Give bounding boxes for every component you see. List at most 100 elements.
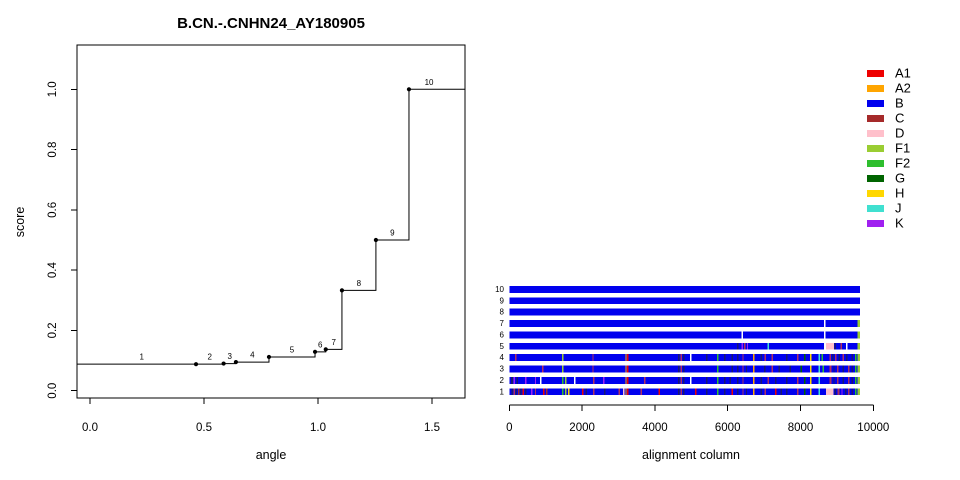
subtype-stripe (834, 388, 837, 396)
legend-item: A2 (867, 81, 911, 96)
subtype-stripe (731, 365, 733, 373)
row-label: 5 (500, 342, 505, 351)
subtype-stripe (818, 376, 821, 384)
data-point-label: 2 (207, 353, 212, 362)
row-bar (509, 376, 860, 384)
x-axis-tick-label: 0 (506, 422, 512, 434)
subtype-stripe (855, 388, 857, 396)
subtype-stripe (643, 376, 646, 384)
y-axis-tick-label: 0.8 (47, 142, 59, 158)
alignment-row: 6 (500, 330, 860, 339)
subtype-stripe (818, 354, 821, 362)
alignment-row: 1 (500, 387, 860, 396)
subtype-stripe (562, 354, 564, 362)
subtype-stripe (835, 354, 837, 362)
subtype-stripe (764, 388, 766, 396)
subtype-stripe (511, 388, 514, 396)
subtype-stripe (851, 365, 853, 373)
subtype-stripe (760, 376, 762, 384)
legend-swatch (867, 160, 884, 167)
subtype-stripe (771, 365, 773, 373)
legend-item: G (867, 171, 905, 186)
subtype-stripe (760, 354, 762, 362)
legend-label: C (895, 111, 904, 126)
legend-label: F1 (895, 141, 910, 156)
subtype-stripe (821, 354, 824, 362)
alignment-row: 9 (500, 296, 860, 305)
subtype-stripe (689, 354, 692, 362)
subtype-stripe (825, 388, 834, 396)
legend-swatch (867, 190, 884, 197)
left-y-axis-title: score (13, 207, 27, 238)
subtype-stripe (680, 376, 683, 384)
row-bar (509, 331, 860, 339)
subtype-stripe (846, 342, 848, 350)
x-axis-tick-label: 10000 (857, 422, 889, 434)
left-x-axis-title: angle (256, 448, 287, 462)
subtype-stripe (534, 376, 537, 384)
subtype-stripe (742, 388, 744, 396)
subtype-stripe (737, 354, 739, 362)
subtype-stripe (562, 376, 564, 384)
subtype-stripe (511, 376, 513, 384)
subtype-stripe (678, 376, 680, 384)
legend-swatch (867, 175, 884, 182)
row-label: 7 (500, 319, 505, 328)
subtype-stripe (524, 388, 527, 396)
subtype-stripe (522, 388, 524, 396)
x-axis-tick-label: 8000 (788, 422, 814, 434)
data-point-label: 4 (250, 351, 255, 360)
subtype-stripe (857, 376, 860, 384)
legend-label: A2 (895, 81, 911, 96)
subtype-stripe (640, 388, 642, 396)
x-axis-tick-label: 0.5 (196, 422, 212, 434)
subtype-stripe (716, 354, 719, 362)
subtype-stripe (775, 388, 777, 396)
subtype-stripe (625, 388, 627, 396)
data-point-marker (373, 237, 379, 243)
subtype-stripe (857, 354, 860, 362)
subtype-stripe (829, 376, 832, 384)
subtype-stripe (834, 342, 837, 350)
subtype-stripe (847, 376, 850, 384)
subtype-stripe (818, 365, 821, 373)
row-label: 9 (500, 296, 505, 305)
right-x-axis-title: alignment column (642, 448, 740, 462)
subtype-stripe (582, 388, 584, 396)
left-plot: B.CN.-.CNHN24_AY180905 0.0 0.5 1.0 1.50.00.… (13, 15, 466, 462)
subtype-stripe (842, 365, 844, 373)
subtype-stripe (592, 365, 594, 373)
subtype-stripe (625, 376, 627, 384)
subtype-stripe (851, 388, 853, 396)
alignment-row: 4 (500, 353, 860, 362)
subtype-stripe (658, 388, 660, 396)
subtype-stripe (531, 388, 533, 396)
subtype-stripe (771, 354, 773, 362)
row-label: 8 (500, 308, 505, 317)
y-axis-tick-label: 1.0 (47, 81, 59, 97)
subtype-stripe (857, 320, 860, 327)
subtype-stripe (818, 388, 821, 396)
legend-label: G (895, 171, 905, 186)
subtype-stripe (603, 388, 606, 396)
y-axis-tick-label: 0.4 (47, 262, 59, 279)
row-bar (509, 388, 860, 396)
subtype-stripe (742, 376, 744, 384)
subtype-stripe (842, 376, 844, 384)
subtype-stripe (562, 365, 564, 373)
legend-label: F2 (895, 156, 910, 171)
row-bar (509, 354, 860, 362)
x-axis-tick-label: 2000 (569, 422, 595, 434)
legend-item: H (867, 186, 904, 201)
alignment-row: 8 (500, 308, 860, 317)
subtype-stripe (804, 376, 806, 384)
x-axis-tick-label: 6000 (715, 422, 741, 434)
subtype-stripe (683, 376, 685, 384)
left-plot-dynamic: 0.0 0.5 1.0 1.5 0.0 0.2 0.4 0.6 0.8 1.0 1 2 3 4 5 6 7 8 9 1… (47, 44, 466, 434)
subtype-stripe (737, 388, 739, 396)
legend-swatch (867, 115, 884, 122)
subtype-stripe (694, 388, 697, 396)
subtype-stripe (593, 388, 595, 396)
